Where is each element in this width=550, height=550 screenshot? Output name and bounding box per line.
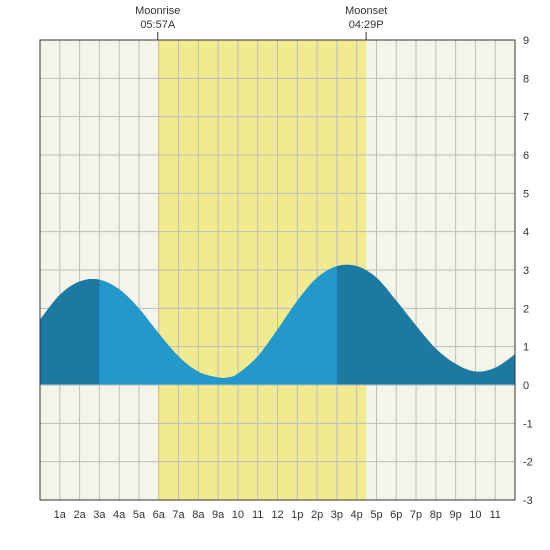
moonset-label: Moonset — [345, 5, 387, 17]
moonrise-label: Moonrise — [135, 5, 180, 17]
xtick-label: 10 — [232, 509, 244, 521]
xtick-label: 1p — [291, 509, 303, 521]
xtick-label: 4p — [351, 509, 363, 521]
xtick-label: 7p — [410, 509, 422, 521]
xtick-label: 11 — [489, 509, 500, 521]
ytick-label: 0 — [523, 380, 529, 392]
ytick-label: -3 — [523, 495, 533, 507]
xtick-label: 9p — [450, 509, 462, 521]
moonrise-time: 05:57A — [140, 19, 176, 31]
xtick-label: 7a — [172, 509, 185, 521]
xtick-label: 2a — [73, 509, 86, 521]
moonset-time: 04:29P — [349, 19, 384, 31]
ytick-label: 9 — [523, 35, 529, 47]
xtick-label: 1a — [54, 509, 67, 521]
xtick-label: 8p — [430, 509, 442, 521]
xtick-label: 10 — [469, 509, 481, 521]
xtick-label: 4a — [113, 509, 126, 521]
tide-chart: -3-2-101234567891a2a3a4a5a6a7a8a9a101112… — [0, 0, 550, 550]
ytick-label: 3 — [523, 265, 529, 277]
xtick-label: 6a — [153, 509, 166, 521]
xtick-label: 5a — [133, 509, 146, 521]
xtick-label: 2p — [311, 509, 323, 521]
ytick-label: -1 — [523, 418, 533, 430]
chart-svg: -3-2-101234567891a2a3a4a5a6a7a8a9a101112… — [0, 0, 550, 550]
ytick-label: 8 — [523, 73, 529, 85]
xtick-label: 3p — [331, 509, 343, 521]
xtick-label: 8a — [192, 509, 205, 521]
ytick-label: 5 — [523, 188, 529, 200]
ytick-label: 2 — [523, 303, 529, 315]
ytick-label: -2 — [523, 457, 533, 469]
ytick-label: 6 — [523, 150, 529, 162]
xtick-label: 9a — [212, 509, 225, 521]
xtick-label: 12 — [271, 509, 283, 521]
xtick-label: 3a — [93, 509, 106, 521]
xtick-label: 11 — [252, 509, 263, 521]
ytick-label: 1 — [523, 342, 529, 354]
ytick-label: 4 — [523, 227, 529, 239]
ytick-label: 7 — [523, 112, 529, 124]
xtick-label: 6p — [390, 509, 402, 521]
xtick-label: 5p — [370, 509, 382, 521]
